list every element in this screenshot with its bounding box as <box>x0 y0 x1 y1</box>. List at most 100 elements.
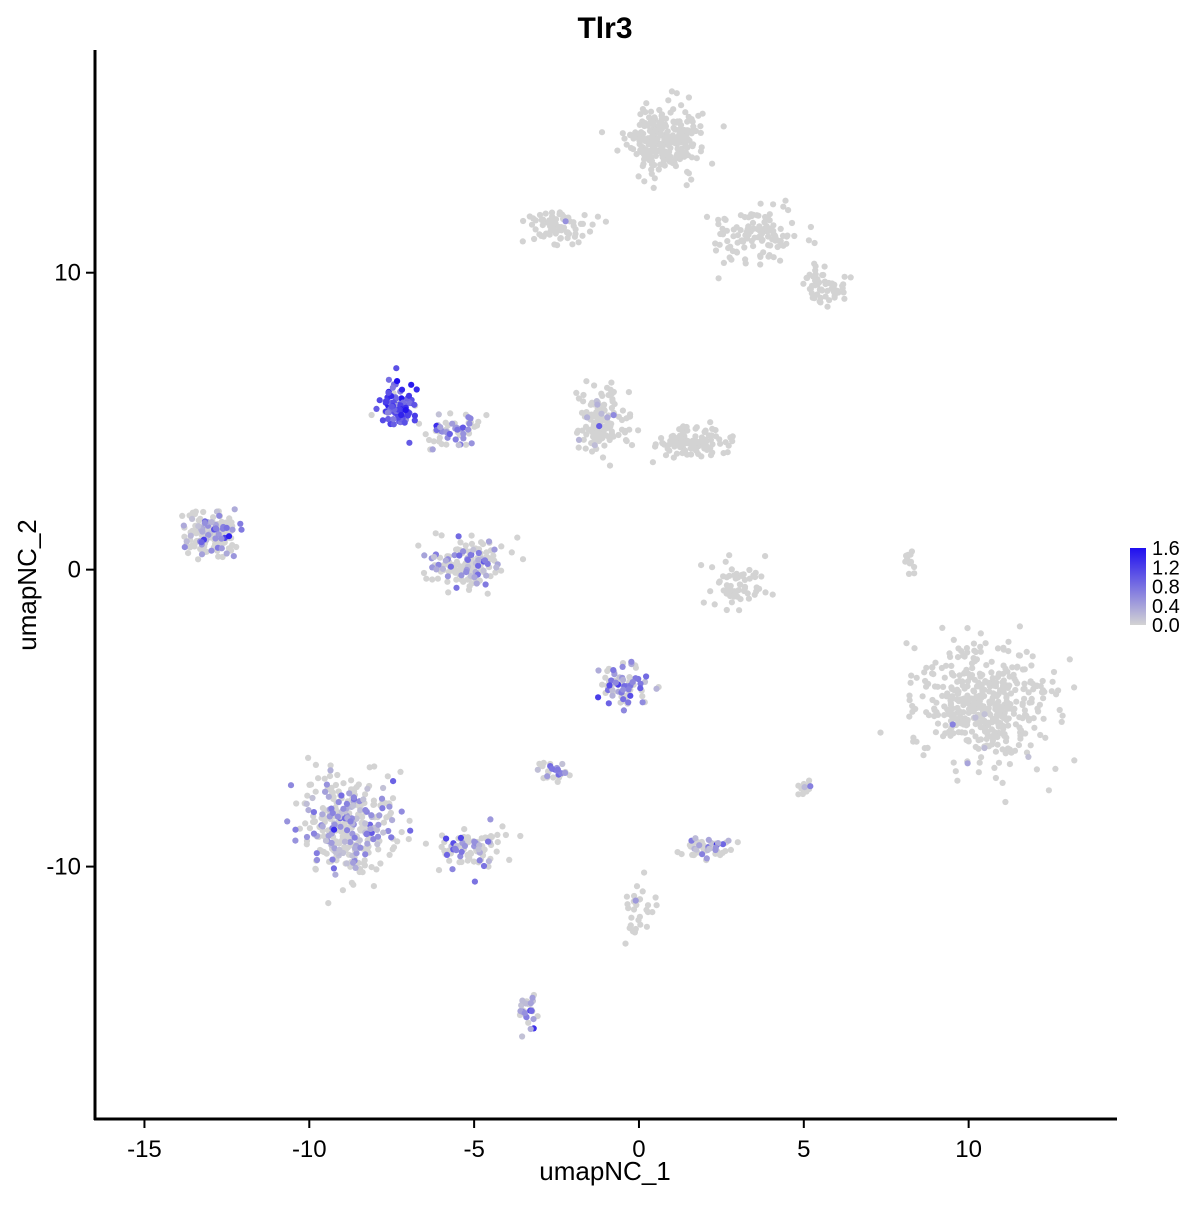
cell-point <box>379 805 386 812</box>
cell-point <box>715 275 722 282</box>
cell-point <box>386 851 393 859</box>
cell-point <box>661 121 669 128</box>
cell-point <box>982 640 989 647</box>
cell-point <box>218 545 225 552</box>
cell-point <box>350 794 357 801</box>
cell-point <box>693 846 700 853</box>
cell-point <box>673 439 680 447</box>
cell-point <box>1016 623 1024 630</box>
cell-point <box>1000 688 1007 696</box>
cell-point <box>968 728 976 735</box>
cell-point <box>637 680 644 687</box>
cell-point <box>595 694 602 701</box>
cell-point <box>471 574 478 581</box>
cell-point <box>981 717 988 725</box>
cell-point <box>522 1000 530 1007</box>
cell-point <box>583 378 590 385</box>
cell-point <box>461 842 468 850</box>
cell-point <box>302 820 309 827</box>
cell-point <box>1066 656 1073 663</box>
cell-point <box>681 126 688 134</box>
cell-point <box>605 687 612 694</box>
cell-point <box>954 654 962 661</box>
cell-point <box>700 599 707 606</box>
cell-point <box>370 797 377 804</box>
cell-point <box>804 274 811 282</box>
cell-point <box>432 530 439 537</box>
cell-point <box>435 867 443 874</box>
cell-point <box>343 800 350 808</box>
cell-point <box>437 424 444 431</box>
cell-point <box>313 856 321 864</box>
cell-point <box>320 833 327 840</box>
cell-point <box>452 436 459 443</box>
cell-point <box>1003 716 1010 724</box>
cell-point <box>199 528 206 535</box>
cell-point <box>1019 666 1026 673</box>
cell-point <box>828 285 835 292</box>
cell-point <box>637 685 644 692</box>
cell-point <box>398 829 405 836</box>
cell-point <box>929 664 936 671</box>
cell-point <box>994 673 1002 681</box>
cell-point <box>389 795 397 802</box>
cell-point <box>626 674 633 681</box>
cell-point <box>919 693 926 700</box>
cell-point <box>557 235 564 242</box>
cell-point <box>542 210 549 217</box>
cell-point <box>703 213 711 220</box>
cell-point <box>538 232 545 239</box>
cell-point <box>519 238 526 245</box>
cell-point <box>455 533 462 540</box>
cell-point <box>329 856 336 863</box>
cell-point <box>1056 706 1063 714</box>
cell-point <box>627 692 634 699</box>
cell-point <box>608 430 616 437</box>
cell-point <box>715 216 722 223</box>
cell-point <box>1045 787 1052 794</box>
cell-point <box>189 527 196 535</box>
cell-point <box>921 745 928 752</box>
cell-point <box>353 850 360 857</box>
cell-point <box>537 762 545 769</box>
cell-point <box>907 551 914 558</box>
cell-point <box>688 154 696 161</box>
cell-point <box>738 571 746 578</box>
cell-point <box>528 1007 535 1015</box>
cell-point <box>591 382 598 389</box>
cell-point <box>319 823 326 830</box>
cell-point <box>751 591 758 598</box>
cell-point <box>999 746 1006 753</box>
cell-point <box>1011 747 1019 754</box>
cell-point <box>390 778 397 785</box>
cell-point <box>992 774 1000 782</box>
cell-point <box>626 426 633 433</box>
cell-point <box>1039 677 1046 685</box>
cell-point <box>720 450 727 457</box>
cell-point <box>632 897 639 904</box>
cell-point <box>485 538 493 545</box>
cell-point <box>518 1002 525 1009</box>
cell-point <box>698 562 705 569</box>
cell-point <box>201 519 208 527</box>
cell-point <box>315 775 322 782</box>
cell-point <box>709 160 716 167</box>
cell-point <box>615 431 622 439</box>
cell-point <box>559 760 566 768</box>
cell-point <box>458 572 465 579</box>
cell-point <box>519 1033 526 1040</box>
cell-point <box>331 826 338 833</box>
cell-point <box>1022 711 1029 718</box>
cell-point <box>877 729 884 736</box>
cell-point <box>684 168 691 175</box>
cell-point <box>335 799 342 806</box>
cell-point <box>762 589 769 596</box>
cell-point <box>1033 766 1040 773</box>
cell-point <box>666 447 673 454</box>
cell-point <box>667 109 674 116</box>
cell-point <box>384 409 391 416</box>
cell-point <box>388 403 395 410</box>
cell-point <box>339 887 346 894</box>
cell-point <box>370 883 377 890</box>
y-tick-label: 0 <box>68 557 81 584</box>
